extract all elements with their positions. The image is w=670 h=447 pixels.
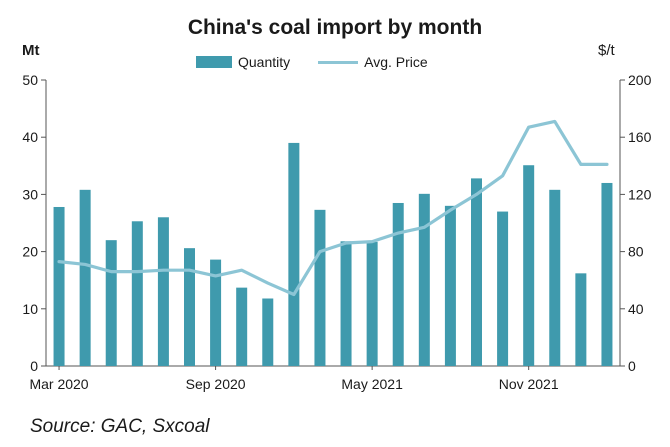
bar-quantity <box>523 165 535 366</box>
source-note: Source: GAC, Sxcoal <box>30 416 210 437</box>
legend: Quantity Avg. Price <box>196 54 456 70</box>
bar-quantity <box>366 241 378 366</box>
bar-quantity <box>236 287 248 366</box>
bar-quantity <box>53 206 65 366</box>
y-left-tick-label: 30 <box>22 186 38 202</box>
y-left-tick-label: 10 <box>22 301 38 317</box>
bar-quantity <box>497 211 509 366</box>
bar-quantity <box>288 142 300 366</box>
legend-swatch-avg-price <box>318 60 359 64</box>
bar-quantity <box>184 248 195 366</box>
y-left-tick-label: 20 <box>22 244 38 260</box>
x-tick-label: Nov 2021 <box>499 376 559 392</box>
bar-quantity <box>79 189 91 366</box>
bar-quantity <box>105 240 117 366</box>
bar-quantity <box>314 209 326 366</box>
y-axis-right-unit: $/t <box>598 42 615 59</box>
bar-quantity <box>262 298 274 366</box>
y-left-tick-label: 50 <box>22 72 38 88</box>
bar-quantity <box>210 259 222 366</box>
legend-item-quantity: Quantity <box>196 54 290 70</box>
bar-quantity <box>471 178 482 366</box>
legend-swatch-quantity <box>196 56 232 68</box>
bar-quantity <box>131 221 143 366</box>
y-right-tick-label: 200 <box>628 72 652 88</box>
bar-quantity <box>601 182 613 366</box>
legend-label-avg-price: Avg. Price <box>364 54 428 70</box>
x-tick-label: Mar 2020 <box>29 376 88 392</box>
bar-quantity <box>575 273 587 366</box>
y-left-tick-label: 40 <box>22 129 38 145</box>
y-right-tick-label: 80 <box>628 244 644 260</box>
bar-quantity <box>549 189 561 366</box>
chart-title: China's coal import by month <box>187 16 483 39</box>
y-left-tick-label: 0 <box>30 358 38 374</box>
x-tick-label: Sep 2020 <box>186 376 246 392</box>
legend-label-quantity: Quantity <box>238 54 291 70</box>
y-axis-left-unit: Mt <box>22 42 40 59</box>
bar-quantity <box>418 193 430 366</box>
bar-quantity <box>392 202 404 366</box>
bar-quantity <box>340 241 352 366</box>
y-right-tick-label: 160 <box>628 129 652 145</box>
line-avg-price <box>57 119 609 297</box>
legend-item-avg-price: Avg. Price <box>318 54 428 70</box>
x-tick-label: May 2021 <box>341 376 403 392</box>
bar-quantity <box>157 217 169 366</box>
y-right-tick-label: 0 <box>628 358 636 374</box>
bar-quantity <box>444 205 456 366</box>
y-right-tick-label: 40 <box>628 301 644 317</box>
y-right-tick-label: 120 <box>628 186 652 202</box>
